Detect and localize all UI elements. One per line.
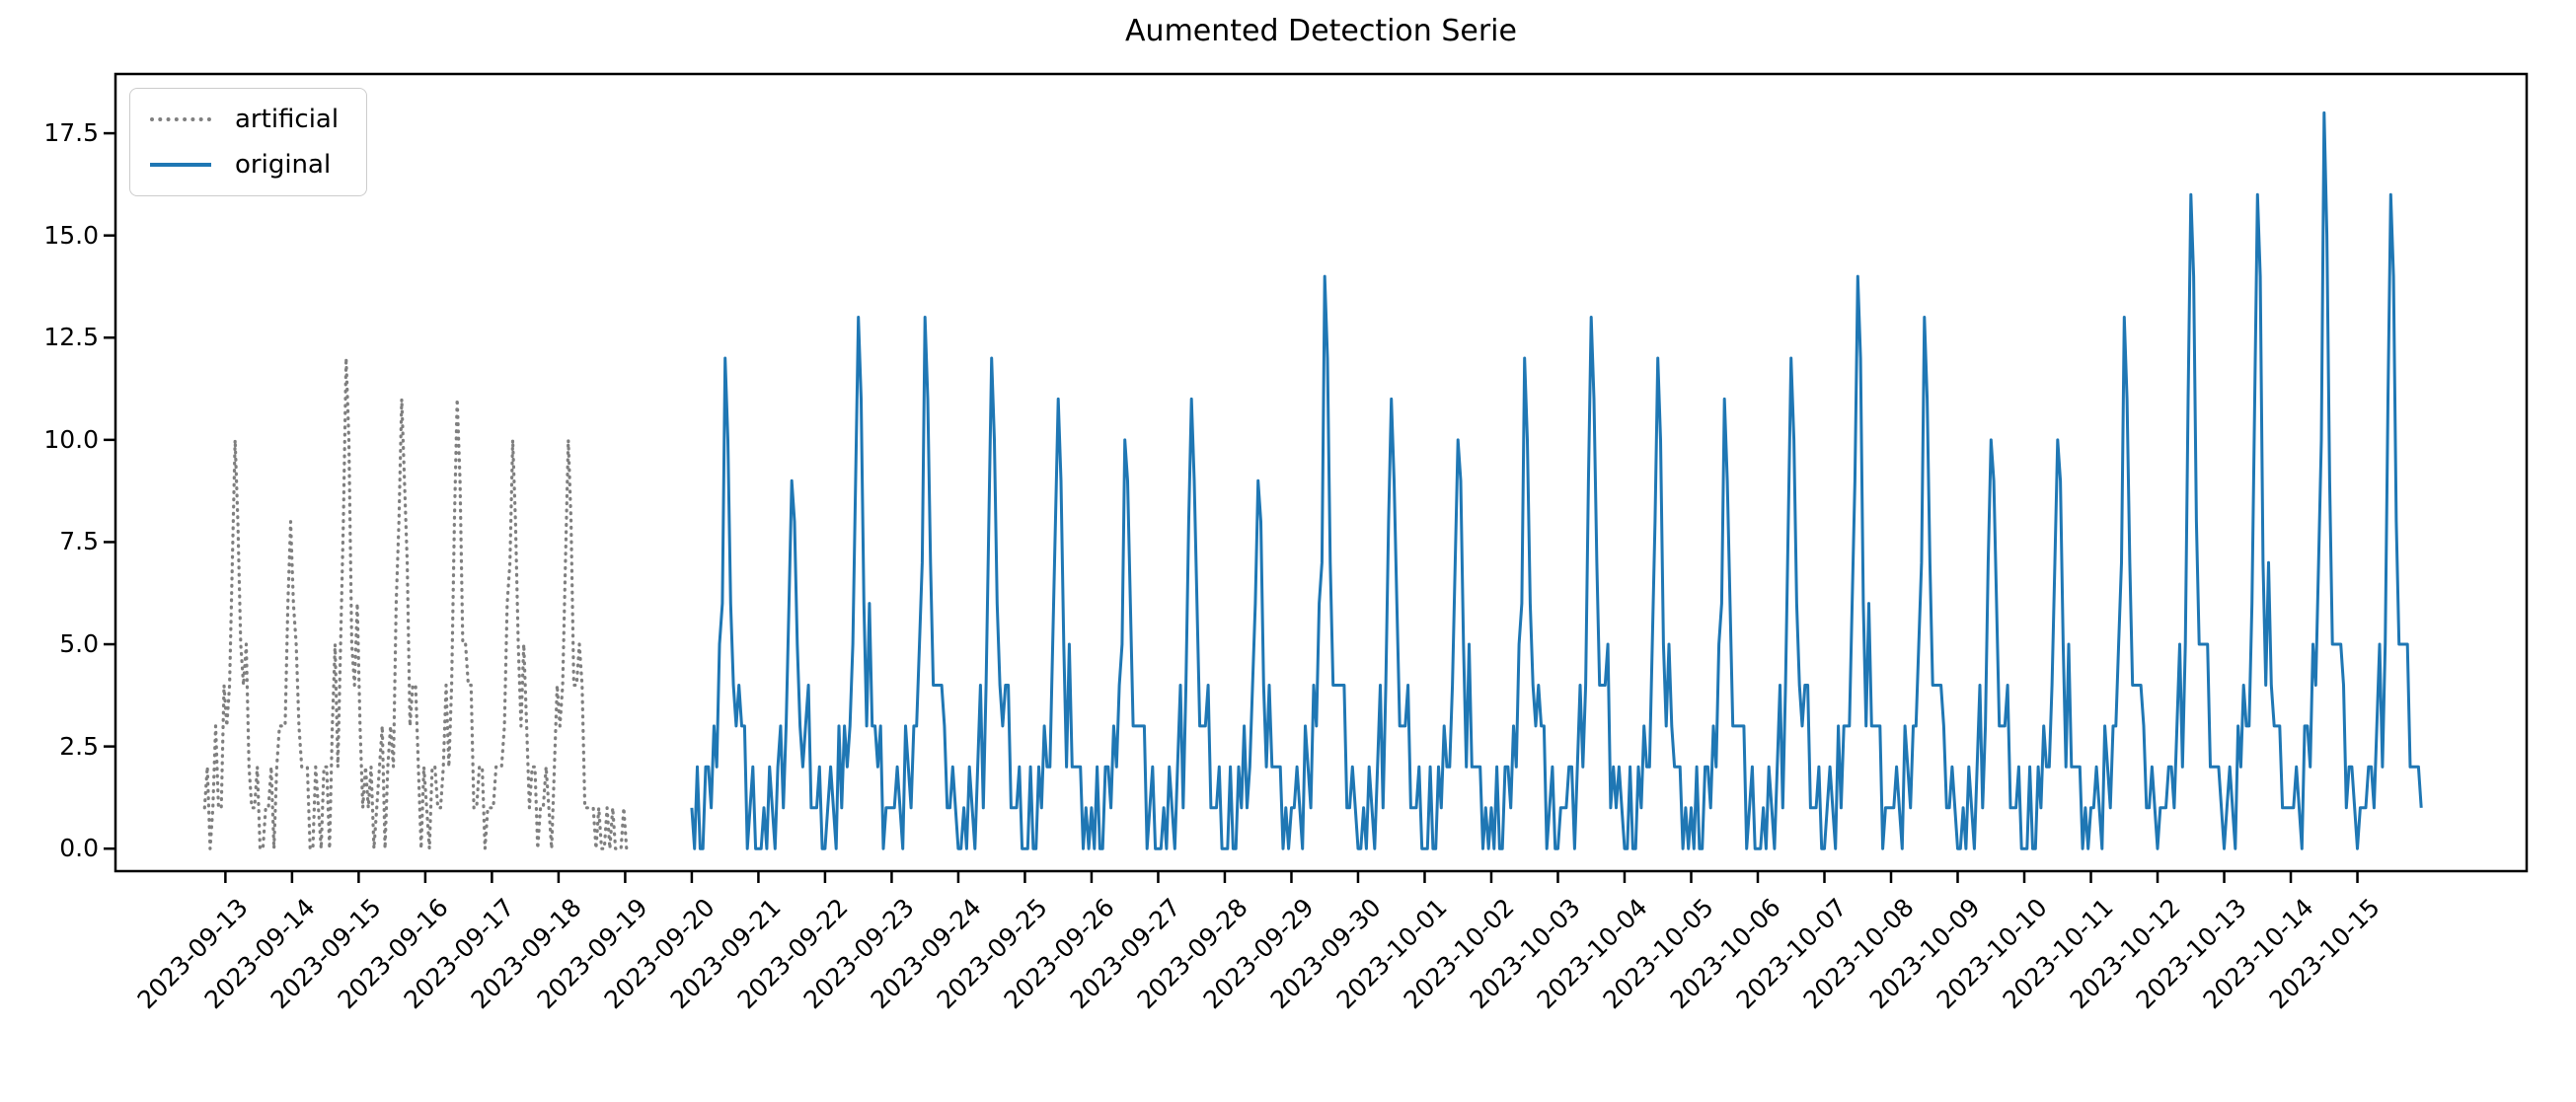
y-tick-label: 15.0 bbox=[43, 220, 99, 250]
legend-label-artificial: artificial bbox=[235, 105, 340, 134]
legend: artificial original bbox=[129, 88, 368, 196]
legend-item-original: original bbox=[150, 146, 339, 184]
y-tick-label: 2.5 bbox=[59, 731, 99, 761]
legend-label-original: original bbox=[235, 150, 332, 180]
original-line-sample bbox=[150, 163, 211, 167]
chart-title: Aumented Detection Serie bbox=[1125, 14, 1517, 48]
original-series-line bbox=[690, 110, 2423, 850]
y-tick-label: 0.0 bbox=[59, 834, 99, 863]
axes-spines bbox=[114, 72, 2529, 873]
y-tick-label: 10.0 bbox=[43, 424, 99, 454]
y-tick-label: 17.5 bbox=[43, 118, 99, 148]
y-tick-label: 12.5 bbox=[43, 323, 99, 352]
y-tick-label: 7.5 bbox=[59, 527, 99, 556]
artificial-series-line bbox=[202, 356, 632, 850]
artificial-line-sample bbox=[150, 117, 211, 121]
y-tick-label: 5.0 bbox=[59, 629, 99, 659]
legend-item-artificial: artificial bbox=[150, 101, 339, 138]
